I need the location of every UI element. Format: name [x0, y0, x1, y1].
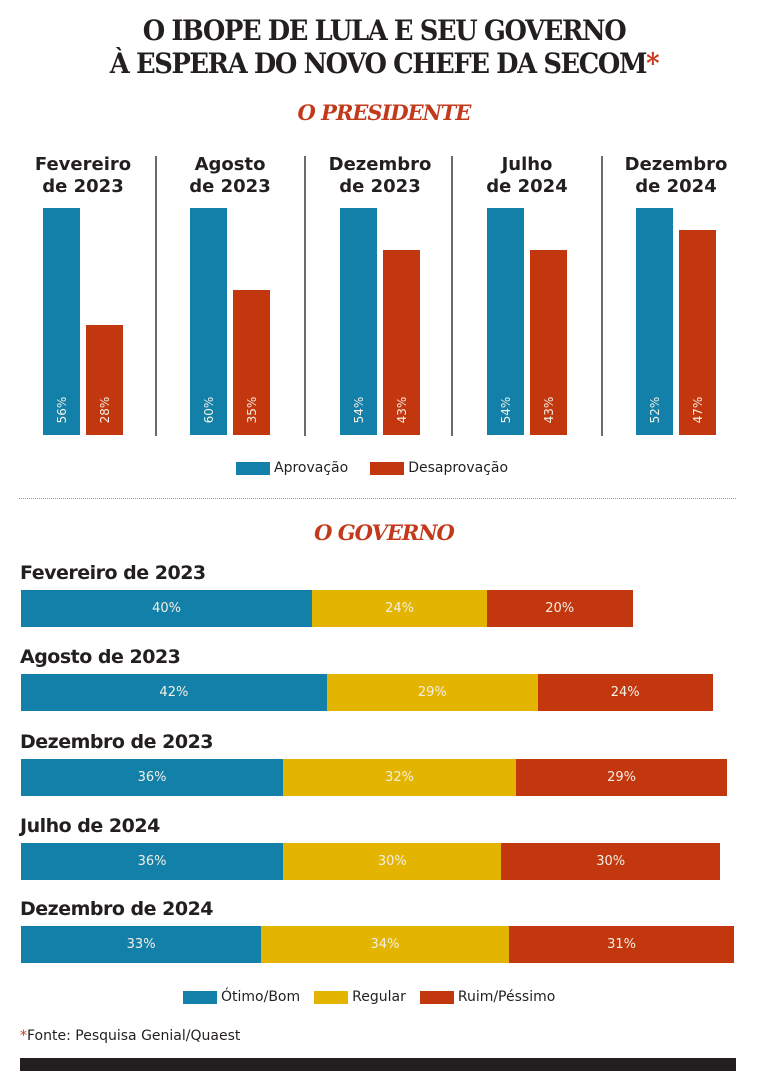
row-label: Dezembro de 2024	[20, 898, 214, 920]
legend-swatch-desaprovacao	[370, 461, 405, 475]
section-divider	[19, 498, 736, 499]
column-label-line: de 2023	[189, 176, 271, 197]
row-label: Fevereiro de 2023	[20, 562, 206, 584]
segment-regular: 29%	[326, 674, 538, 711]
legend-item-aprovacao: Aprovação	[236, 460, 348, 476]
bar-aprovacao: 52%	[636, 208, 673, 435]
title-asterisk: *	[646, 47, 660, 80]
bar-value-label: 60%	[201, 396, 216, 424]
segment-regular: 24%	[312, 590, 487, 627]
title-line-2-text: À ESPERA DO NOVO CHEFE DA SECOM	[109, 47, 648, 80]
bar-desaprovacao: 47%	[679, 230, 716, 435]
legend-swatch-otimo-bom	[183, 990, 217, 1004]
bar-value-label: 43%	[541, 396, 556, 424]
legend-swatch-regular	[314, 990, 349, 1004]
bar-aprovacao: 60%	[190, 208, 227, 435]
legend-swatch-ruim-pessimo	[419, 990, 454, 1004]
legend-label-aprovacao: Aprovação	[274, 460, 349, 476]
column-label-line: Dezembro	[328, 154, 432, 175]
legend-item-desaprovacao: Desaprovação	[370, 460, 508, 476]
bar-value-label: 28%	[97, 396, 112, 424]
segment-ruim-pessimo: 20%	[486, 590, 633, 627]
stacked-bar: 42% 29% 24%	[21, 674, 713, 711]
column-divider	[155, 156, 157, 436]
segment-regular: 34%	[261, 926, 509, 963]
government-legend: Ótimo/Bom Regular Ruim/Péssimo	[183, 989, 577, 1005]
title-line-1: O IBOPE DE LULA E SEU GOVERNO	[142, 14, 627, 47]
bar-desaprovacao: 35%	[233, 290, 270, 435]
column-label-line: de 2023	[339, 176, 421, 197]
segment-ruim-pessimo: 24%	[537, 674, 713, 711]
segment-regular: 30%	[283, 843, 502, 880]
legend-label-otimo-bom: Ótimo/Bom	[221, 989, 301, 1005]
column-label: Dezembro de 2023	[310, 154, 450, 198]
legend-label-desaprovacao: Desaprovação	[408, 460, 509, 476]
title-line-2: À ESPERA DO NOVO CHEFE DA SECOM*	[31, 47, 738, 80]
column-label-line: de 2024	[486, 176, 568, 197]
bar-aprovacao: 54%	[340, 208, 377, 435]
president-section-title: O PRESIDENTE	[297, 100, 472, 125]
bar-desaprovacao: 43%	[383, 250, 420, 435]
legend-item-ruim-pessimo: Ruim/Péssimo	[419, 989, 556, 1005]
bar-desaprovacao: 43%	[530, 250, 567, 435]
bar-value-label: 43%	[394, 396, 409, 424]
bar-desaprovacao: 28%	[86, 325, 123, 435]
stacked-bar: 40% 24% 20%	[21, 590, 633, 627]
column-label-line: Fevereiro	[34, 154, 132, 175]
main-title: O IBOPE DE LULA E SEU GOVERNO À ESPERA D…	[31, 14, 738, 80]
legend-item-otimo-bom: Ótimo/Bom	[183, 989, 300, 1005]
bar-value-label: 56%	[54, 396, 69, 424]
column-label-line: de 2024	[635, 176, 717, 197]
column-label-line: Agosto	[194, 154, 266, 175]
column-divider	[451, 156, 453, 436]
stacked-bar: 36% 32% 29%	[21, 759, 728, 796]
column-divider	[601, 156, 603, 436]
legend-item-regular: Regular	[314, 989, 406, 1005]
bar-value-label: 52%	[647, 396, 662, 424]
segment-ruim-pessimo: 30%	[501, 843, 720, 880]
segment-otimo-bom: 36%	[21, 843, 284, 880]
column-label-line: de 2023	[42, 176, 124, 197]
row-label: Agosto de 2023	[20, 646, 181, 668]
source-asterisk: *	[20, 1028, 27, 1044]
president-legend: Aprovação Desaprovação	[236, 460, 530, 476]
column-label-line: Julho	[501, 154, 553, 175]
segment-otimo-bom: 40%	[21, 590, 313, 627]
bar-value-label: 54%	[498, 396, 513, 424]
bar-aprovacao: 54%	[487, 208, 524, 435]
stacked-bar: 36% 30% 30%	[21, 843, 720, 880]
column-divider	[304, 156, 306, 436]
bar-aprovacao: 56%	[43, 208, 80, 435]
column-label: Dezembro de 2024	[606, 154, 746, 198]
segment-otimo-bom: 42%	[21, 674, 327, 711]
stacked-bar: 33% 34% 31%	[21, 926, 735, 963]
legend-label-ruim-pessimo: Ruim/Péssimo	[457, 989, 556, 1005]
row-label: Julho de 2024	[20, 815, 160, 837]
bar-value-label: 47%	[690, 396, 705, 424]
source-text: Fonte: Pesquisa Genial/Quaest	[27, 1028, 241, 1044]
footer-bar	[20, 1058, 736, 1071]
column-label-line: Dezembro	[624, 154, 728, 175]
bar-value-label: 35%	[244, 396, 259, 424]
column-label: Agosto de 2023	[160, 154, 300, 198]
segment-otimo-bom: 36%	[21, 759, 284, 796]
segment-regular: 32%	[283, 759, 517, 796]
government-section-title: O GOVERNO	[314, 520, 455, 545]
bar-value-label: 54%	[351, 396, 366, 424]
legend-label-regular: Regular	[352, 989, 406, 1005]
segment-otimo-bom: 33%	[21, 926, 262, 963]
source-note: *Fonte: Pesquisa Genial/Quaest	[20, 1028, 240, 1044]
column-label: Fevereiro de 2023	[13, 154, 153, 198]
column-label: Julho de 2024	[457, 154, 597, 198]
legend-swatch-aprovacao	[236, 461, 270, 475]
segment-ruim-pessimo: 29%	[516, 759, 728, 796]
row-label: Dezembro de 2023	[20, 731, 214, 753]
segment-ruim-pessimo: 31%	[508, 926, 735, 963]
